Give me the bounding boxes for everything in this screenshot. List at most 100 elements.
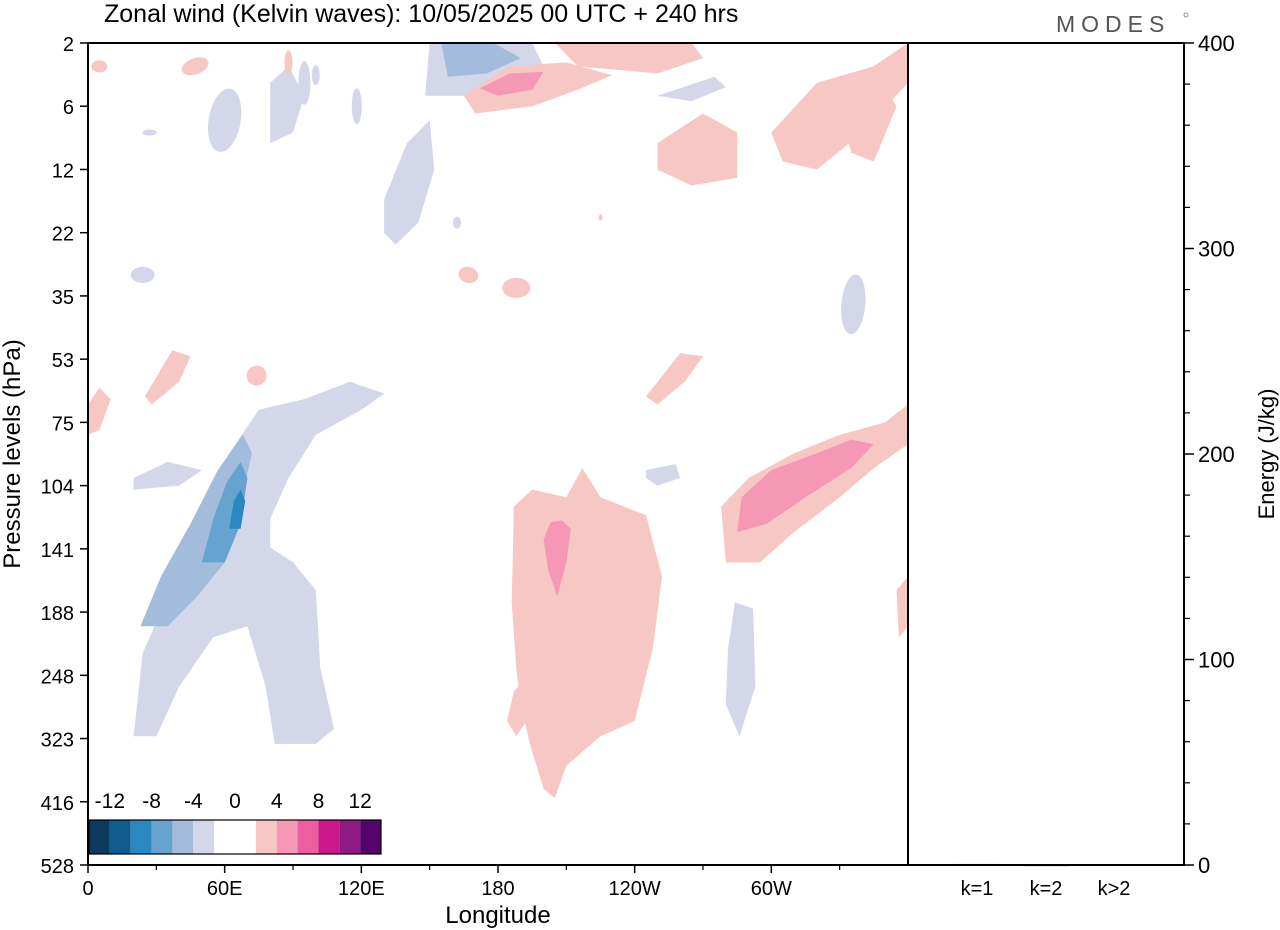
- colorbar-swatch: [339, 820, 361, 854]
- westerly-contour: [246, 365, 267, 386]
- colorbar-label: -4: [184, 790, 203, 813]
- westerly-contour: [896, 576, 908, 638]
- chart-title: Zonal wind (Kelvin waves): 10/05/2025 00…: [104, 0, 738, 28]
- westerly-contour: [502, 277, 531, 298]
- colorbar-label: -12: [95, 790, 125, 813]
- energy-axis-label: Energy (J/kg): [1254, 389, 1279, 520]
- westerly-contour: [463, 62, 612, 114]
- colorbar-label: 0: [229, 790, 241, 813]
- energy-bar: [1092, 864, 1136, 866]
- x-tick-label: 180: [481, 878, 514, 900]
- energy-tick-label: 200: [1198, 442, 1235, 467]
- y-tick-label: 416: [41, 793, 74, 815]
- colorbar-swatch: [360, 820, 381, 854]
- easterly-contour: [140, 434, 252, 627]
- easterly-contour: [441, 43, 521, 77]
- westerly-contour: [88, 387, 111, 435]
- colorbar-swatch: [109, 820, 131, 854]
- x-tick-label: 120E: [338, 878, 385, 900]
- energy-tick-label: 0: [1198, 853, 1210, 878]
- y-tick-label: 22: [52, 224, 74, 246]
- westerly-contour: [771, 43, 908, 170]
- easterly-contour: [130, 266, 155, 283]
- y-tick-label: 528: [41, 856, 74, 878]
- colorbar-swatch: [214, 820, 235, 854]
- colorbar-outline: [88, 819, 382, 855]
- westerly-contour: [543, 520, 571, 597]
- x-tick-label: 60W: [751, 878, 792, 900]
- y-tick-label: 35: [52, 287, 74, 309]
- y-tick-label: 104: [41, 477, 74, 499]
- colorbar-swatch: [255, 820, 277, 854]
- main-plot-frame: [87, 42, 909, 866]
- wavenumber-label: k>2: [1098, 878, 1131, 900]
- westerly-contour: [598, 214, 603, 221]
- easterly-contour: [229, 489, 246, 529]
- energy-plot-frame: [907, 42, 1185, 866]
- energy-tick-label: 400: [1198, 31, 1235, 56]
- colorbar-label: 8: [313, 790, 325, 813]
- x-tick-label: 0: [82, 878, 93, 900]
- westerly-contour: [284, 50, 293, 75]
- y-tick-label: 141: [41, 540, 74, 562]
- colorbar-swatch: [130, 820, 152, 854]
- x-tick-label: 120W: [609, 878, 661, 900]
- energy-axis-ticks: 0 100 200 300 400: [1184, 31, 1235, 878]
- x-axis-label: Longitude: [445, 902, 550, 929]
- longitude-axis-ticks: 0 60E 120E 180 120W 60W: [82, 865, 841, 900]
- y-tick-label: 323: [41, 730, 74, 752]
- westerly-contour: [646, 353, 703, 405]
- energy-bar: [955, 863, 999, 866]
- wavenumber-label: k=2: [1030, 878, 1063, 900]
- x-tick-label: 60E: [207, 878, 243, 900]
- y-tick-label: 12: [52, 160, 74, 182]
- colorbar-swatch: [318, 820, 340, 854]
- westerly-contour: [181, 57, 209, 76]
- westerly-contour: [507, 677, 533, 737]
- westerly-contour: [657, 113, 738, 186]
- easterly-contour: [142, 129, 157, 136]
- modes-logo: MODES: [1056, 11, 1170, 37]
- y-tick-label: 188: [41, 603, 74, 625]
- colorbar-swatch: [276, 820, 298, 854]
- easterly-contour: [657, 76, 726, 102]
- easterly-contour: [311, 65, 320, 86]
- easterly-contour: [453, 216, 461, 229]
- wind-contours: [88, 43, 908, 799]
- colorbar-swatch: [172, 820, 194, 854]
- y-tick-label: 6: [63, 97, 74, 119]
- y-tick-label: 248: [41, 666, 74, 688]
- energy-tick-label: 300: [1198, 237, 1235, 262]
- westerly-contour: [511, 468, 662, 799]
- easterly-contour: [646, 464, 681, 486]
- colorbar-label: -8: [142, 790, 161, 813]
- westerly-contour: [737, 439, 874, 532]
- easterly-contour: [201, 461, 248, 563]
- westerly-contour: [458, 266, 479, 284]
- westerly-contour: [479, 71, 544, 96]
- y-tick-label: 75: [52, 413, 74, 435]
- pressure-axis-ticks: 2 6 12 22 35 53 75 104 141 188 248 323 416 528: [41, 34, 88, 878]
- westerly-contour: [554, 43, 703, 74]
- easterly-contour: [133, 381, 385, 744]
- y-tick-label: 2: [63, 34, 74, 56]
- westerly-contour: [91, 60, 108, 73]
- wavenumber-label: k=1: [961, 878, 994, 900]
- colorbar-label: 4: [271, 790, 283, 813]
- y-tick-label: 53: [52, 350, 74, 372]
- easterly-contour: [725, 602, 756, 737]
- easterly-contour: [270, 66, 305, 144]
- logo-registered-mark: [1183, 12, 1189, 18]
- easterly-contour: [841, 274, 866, 335]
- energy-bars: [955, 863, 1136, 867]
- colorbar-swatch: [235, 820, 256, 854]
- energy-tick-label: 100: [1198, 648, 1235, 673]
- wavenumber-labels: k=1 k=2 k>2: [961, 878, 1131, 900]
- colorbar: -12 -8 -4 0 4 8 12: [88, 790, 382, 864]
- colorbar-swatch: [151, 820, 173, 854]
- colorbar-label: 12: [348, 790, 371, 813]
- colorbar-swatch: [193, 820, 215, 854]
- easterly-contour: [384, 120, 435, 245]
- easterly-contour: [133, 461, 202, 490]
